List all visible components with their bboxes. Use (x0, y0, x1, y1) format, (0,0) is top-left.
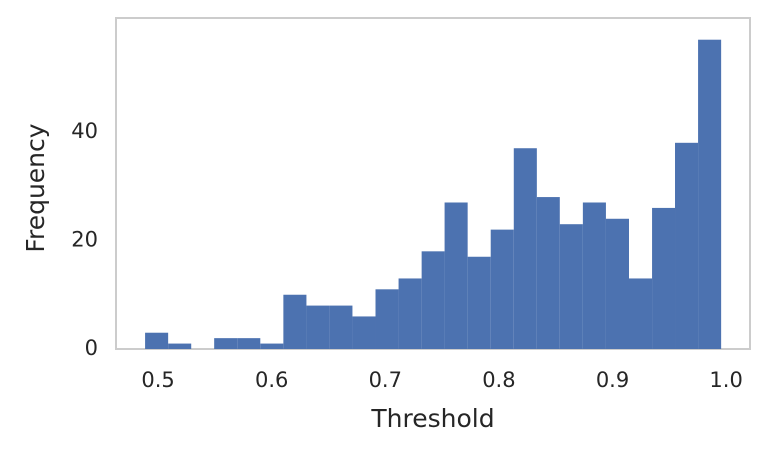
bar (352, 316, 376, 349)
bar (513, 148, 537, 349)
bar (214, 338, 238, 349)
bar (145, 332, 169, 349)
bar (559, 224, 583, 349)
bar (375, 289, 399, 349)
x-axis-label: Threshold (370, 404, 494, 433)
bar (582, 202, 606, 349)
y-tick-label: 20 (71, 227, 98, 251)
bar (421, 251, 445, 349)
bar (329, 305, 353, 349)
x-tick-label: 0.6 (255, 368, 288, 392)
x-tick-label: 0.8 (482, 368, 515, 392)
bar (306, 305, 330, 349)
bar (398, 278, 422, 349)
bar (675, 142, 699, 349)
bar (698, 39, 722, 349)
bar (536, 197, 560, 349)
bar (467, 256, 491, 349)
bar (283, 294, 307, 349)
y-axis-label: Frequency (21, 123, 50, 252)
x-tick-label: 1.0 (709, 368, 742, 392)
bar (260, 343, 284, 349)
y-tick-label: 0 (85, 336, 98, 360)
y-tick-label: 40 (71, 119, 98, 143)
bar (605, 218, 629, 349)
bar (444, 202, 468, 349)
bar (237, 338, 261, 349)
bar (168, 343, 192, 349)
bar (628, 278, 653, 349)
x-tick-label: 0.5 (141, 368, 174, 392)
bar (652, 207, 676, 349)
x-tick-label: 0.9 (596, 368, 629, 392)
x-tick-label: 0.7 (369, 368, 402, 392)
bar (490, 229, 514, 349)
